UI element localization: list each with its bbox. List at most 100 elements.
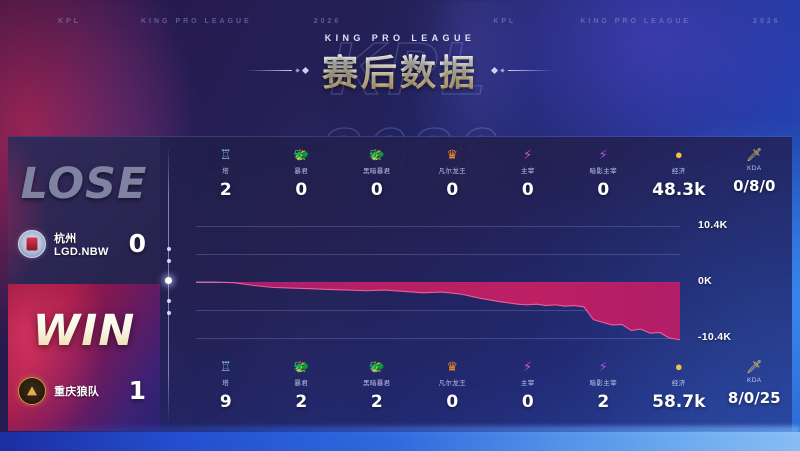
divider-node-icon [165, 277, 172, 284]
watermark-text: 2026 [313, 17, 342, 25]
shadow-overlord-icon: ⚡ [598, 147, 608, 162]
stat-label: 主宰 [520, 380, 535, 387]
teams-column: LOSE 杭州LGD.NBW 0 WIN 重庆狼队 1 [8, 137, 160, 431]
lgd-badge-icon [18, 229, 46, 258]
gridline [196, 254, 680, 255]
title-decoration-left [245, 66, 310, 74]
page-title: 赛后数据 [322, 44, 478, 96]
watermark-strip: KPL KING PRO LEAGUE 2026 KPL KING PRO LE… [0, 10, 800, 32]
stat-label: 暴君 [294, 380, 309, 387]
postgame-panel: LOSE 杭州LGD.NBW 0 WIN 重庆狼队 1 [8, 136, 792, 431]
tower-icon: ♖ [219, 359, 232, 374]
stat-value: 0 [446, 392, 459, 412]
stat-label: 黑暗暴君 [362, 380, 391, 387]
tyrant-icon: 🐲 [293, 147, 310, 162]
stats-row-lose: ♖ 塔 2 🐲 暴君 0 🐲 黑暗暴君 0 ♛ 凡尔龙王 0 ⚡ 主宰 [188, 147, 792, 203]
stat-value: 2 [370, 392, 383, 412]
gridline [196, 338, 680, 339]
overlord-icon: ⚡ [523, 147, 533, 162]
stat-value: 0 [597, 180, 610, 200]
stat-label: 暴君 [294, 168, 309, 175]
title-decoration-right [490, 66, 554, 74]
stat-tyrant-win: 🐲 暴君 2 [264, 359, 340, 415]
stat-value: 0 [295, 180, 308, 200]
stat-dark-tyrant-lose: 🐲 黑暗暴君 0 [339, 147, 415, 203]
stat-gold-lose: ● 经济 48.3k [641, 147, 717, 203]
result-label-lose: LOSE [20, 159, 148, 209]
stat-label: 凡尔龙王 [438, 168, 467, 175]
tyrant-icon: 🐲 [293, 359, 310, 374]
chart-area-svg [196, 281, 680, 341]
divider-tick-lower2 [166, 311, 171, 315]
stat-label: 经济 [671, 168, 686, 175]
stat-value: 2 [597, 392, 610, 412]
watermark-text: KING PRO LEAGUE [141, 17, 252, 25]
bottom-band [0, 432, 800, 451]
panel-divider [168, 145, 169, 423]
result-label-win: WIN [8, 306, 160, 356]
kda-sword-icon: 🗡 [745, 147, 763, 162]
divider-tick-upper2 [166, 259, 171, 263]
stat-gold-win: ● 经济 58.7k [641, 359, 717, 415]
team-score-win: 1 [128, 376, 146, 405]
stat-label: 暗影主宰 [589, 168, 618, 175]
stat-dark-tyrant-win: 🐲 黑暗暴君 2 [339, 359, 415, 415]
stat-value: 2 [219, 180, 232, 200]
stats-row-win: ♖ 塔 9 🐲 暴君 2 🐲 黑暗暴君 2 ♛ 凡尔龙王 0 ⚡ 主宰 [188, 359, 792, 415]
league-subtitle: KING PRO LEAGUE [324, 33, 476, 43]
shadow-overlord-icon: ⚡ [598, 359, 608, 374]
stat-value: 8/0/25 [727, 389, 781, 407]
stat-tyrant-lose: 🐲 暴君 0 [264, 147, 340, 203]
kda-sword-icon: 🗡 [745, 359, 763, 374]
stat-tower-lose: ♖ 塔 2 [188, 147, 264, 203]
watermark-text: KING PRO LEAGUE [580, 17, 692, 25]
wolf-badge-icon [18, 376, 46, 405]
stat-value: 48.3k [652, 180, 706, 200]
overlord-icon: ⚡ [523, 359, 533, 374]
stat-value: 2 [295, 392, 308, 412]
gold-difference-chart [196, 212, 680, 352]
stat-value: 0 [521, 392, 534, 412]
team-info-row-win: 重庆狼队 1 [18, 376, 152, 405]
dragon-king-icon: ♛ [446, 359, 459, 374]
dark-tyrant-icon: 🐲 [368, 147, 385, 162]
watermark-text: KPL [58, 17, 81, 25]
stat-kda-win: 🗡 KDA 8/0/25 [717, 359, 793, 415]
page-title-row: 赛后数据 [0, 45, 800, 95]
gold-coin-icon: ● [674, 147, 683, 162]
stat-label: 塔 [222, 168, 230, 175]
stat-label: 暗影主宰 [589, 380, 618, 387]
stat-overlord-lose: ⚡ 主宰 0 [490, 147, 566, 203]
watermark-text: KPL [493, 17, 517, 25]
team-name-lose: 杭州LGD.NBW [54, 232, 109, 258]
stat-value: 9 [219, 392, 232, 412]
gridline [196, 310, 680, 311]
stat-label: 黑暗暴君 [362, 168, 391, 175]
team-name-win: 重庆狼队 [54, 385, 100, 398]
divider-tick-upper [166, 247, 171, 251]
watermark-text: 2026 [753, 17, 781, 25]
stat-value: 58.7k [652, 392, 706, 412]
stat-overlord-win: ⚡ 主宰 0 [490, 359, 566, 415]
stat-label: 塔 [222, 380, 230, 387]
dragon-king-icon: ♛ [446, 147, 459, 162]
team-card-lose[interactable]: LOSE 杭州LGD.NBW 0 [8, 137, 160, 284]
team-card-win[interactable]: WIN 重庆狼队 1 [8, 284, 160, 431]
dark-tyrant-icon: 🐲 [368, 359, 385, 374]
stat-value: 0 [370, 180, 383, 200]
stat-label: KDA [746, 377, 762, 384]
y-axis-label-zero: 0K [698, 275, 713, 287]
divider-tick-lower [166, 299, 171, 303]
stat-label: 经济 [671, 380, 686, 387]
stat-kda-lose: 🗡 KDA 0/8/0 [717, 147, 793, 203]
stat-dragon-king-lose: ♛ 凡尔龙王 0 [415, 147, 491, 203]
stat-shadow-overlord-lose: ⚡ 暗影主宰 0 [566, 147, 642, 203]
stat-tower-win: ♖ 塔 9 [188, 359, 264, 415]
team-info-row-lose: 杭州LGD.NBW 0 [18, 229, 152, 258]
y-axis-label-top: 10.4K [698, 219, 728, 231]
y-axis-label-bottom: -10.4K [698, 331, 732, 343]
tower-icon: ♖ [219, 147, 232, 162]
stat-label: 主宰 [520, 168, 535, 175]
stat-label: 凡尔龙王 [438, 380, 467, 387]
